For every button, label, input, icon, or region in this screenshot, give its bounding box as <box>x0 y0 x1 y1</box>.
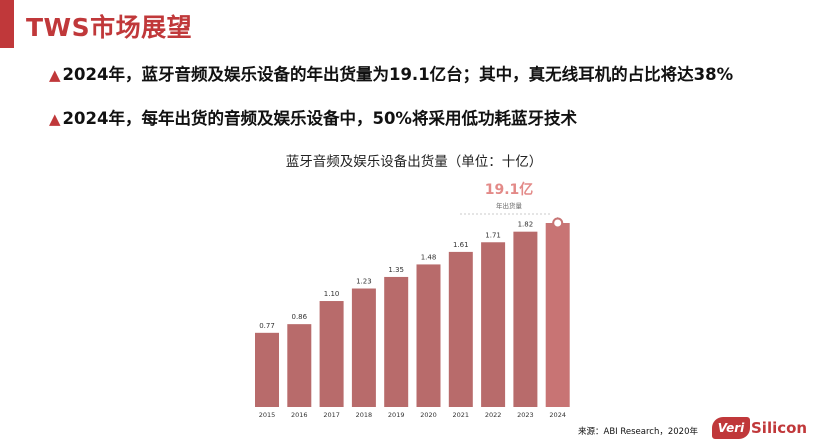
x-tick-label: 2017 <box>323 411 340 419</box>
bar-value-label: 1.82 <box>518 221 534 229</box>
bullet-point: ▲ 2024年，蓝牙音频及娱乐设备的年出货量为19.1亿台；其中，真无线耳机的占比… <box>49 61 733 85</box>
bullet-text: 2024年，蓝牙音频及娱乐设备的年出货量为19.1亿台；其中，真无线耳机的占比将… <box>62 65 734 84</box>
bar-value-label: 1.71 <box>485 231 501 239</box>
chart-bar-2021 <box>448 251 473 407</box>
source-note: 来源：ABI Research，2020年 <box>578 427 698 437</box>
chart-bar-2024 <box>545 223 570 407</box>
highlight-marker-icon <box>552 217 564 229</box>
chart-bar-2016 <box>287 324 312 407</box>
x-tick-label: 2018 <box>356 411 373 419</box>
bar-value-label: 1.61 <box>453 241 469 249</box>
highlight-label: 年出货量 <box>496 201 523 210</box>
bar-value-label: 0.86 <box>292 313 308 321</box>
chart-bar-2015 <box>255 332 279 407</box>
logo-emblem: Veri <box>712 417 750 439</box>
title-accent-bar <box>0 0 14 48</box>
x-tick-label: 2021 <box>453 411 470 419</box>
logo-text: Silicon <box>751 419 808 437</box>
triangle-bullet-icon: ▲ <box>49 66 61 84</box>
chart-bar-2022 <box>481 242 506 407</box>
verisilicon-logo: Veri Silicon <box>712 417 807 443</box>
chart-bar-2019 <box>384 276 409 407</box>
x-tick-label: 2016 <box>291 411 308 419</box>
chart-title: 蓝牙音频及娱乐设备出货量（单位：十亿） <box>285 154 543 170</box>
bar-value-label: 1.35 <box>388 266 404 274</box>
x-tick-label: 2023 <box>517 411 534 419</box>
bar-value-label: 0.77 <box>259 322 275 330</box>
x-tick-label: 2015 <box>259 411 276 419</box>
x-tick-label: 2020 <box>420 411 437 419</box>
x-tick-label: 2022 <box>485 411 502 419</box>
chart-bar-2023 <box>513 231 538 407</box>
slide-title: TWS市场展望 <box>26 13 193 42</box>
triangle-bullet-icon: ▲ <box>49 110 61 128</box>
x-tick-label: 2024 <box>549 411 566 419</box>
chart-bar-2018 <box>351 288 376 407</box>
bar-value-label: 1.48 <box>421 253 437 261</box>
highlight-value: 19.1亿 <box>485 181 534 198</box>
bullet-point: ▲ 2024年，每年出货的音频及娱乐设备中，50%将采用低功耗蓝牙技术 <box>49 105 577 129</box>
bar-value-label: 1.10 <box>324 290 340 298</box>
chart-bar-2020 <box>416 264 441 407</box>
bar-value-label: 1.23 <box>356 278 372 286</box>
x-tick-label: 2019 <box>388 411 405 419</box>
bullet-text: 2024年，每年出货的音频及娱乐设备中，50%将采用低功耗蓝牙技术 <box>62 109 577 128</box>
chart-bar-2017 <box>319 301 344 407</box>
